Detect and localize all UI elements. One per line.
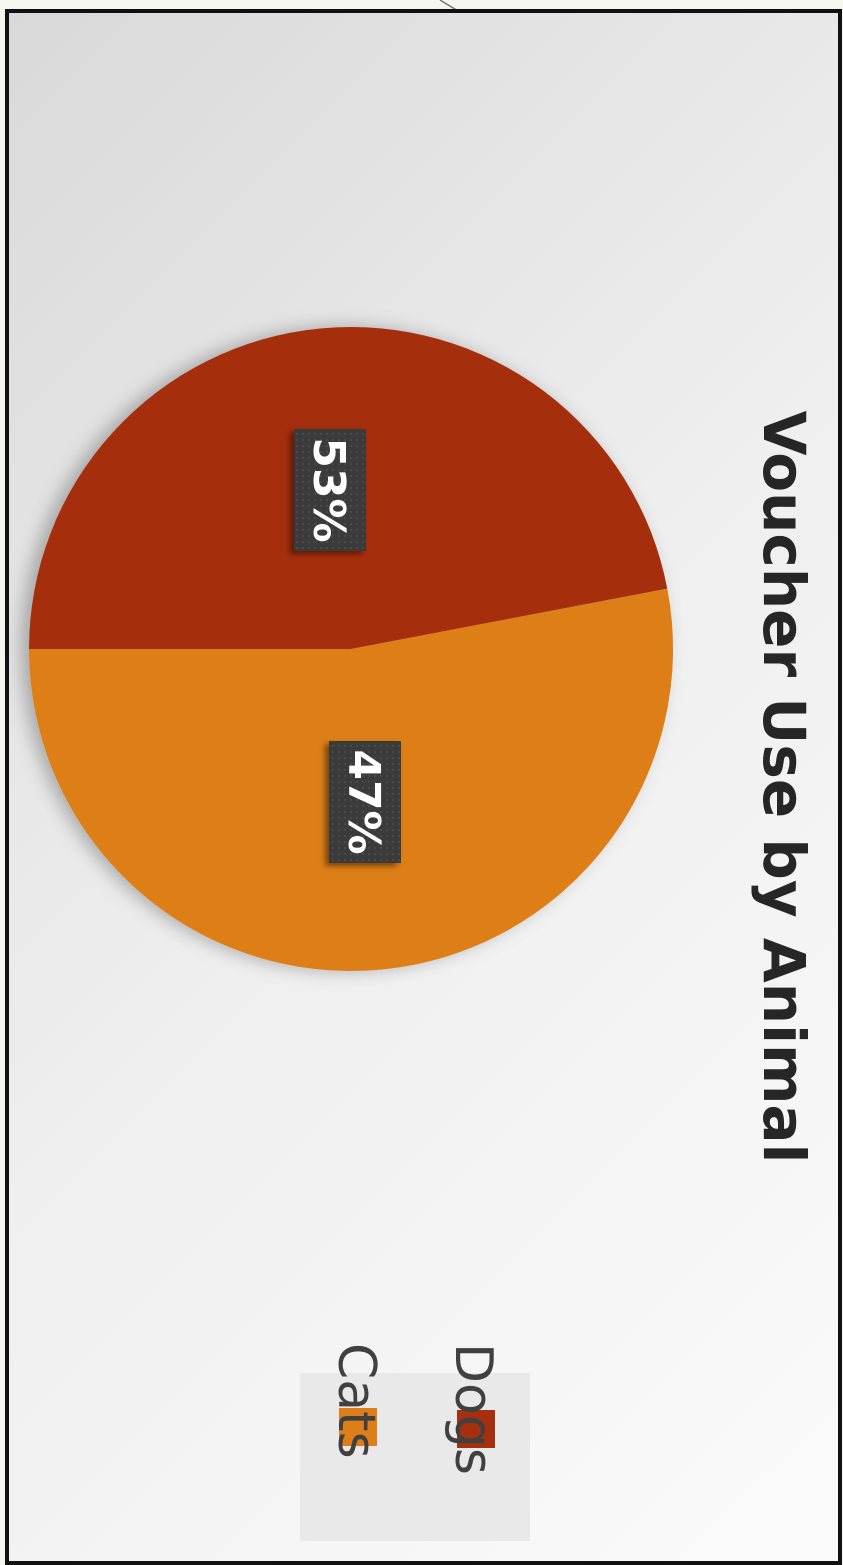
legend-label-cats: Cats bbox=[326, 1343, 386, 1459]
legend-swatch-cats bbox=[339, 1408, 377, 1446]
legend-label-dogs: Dogs bbox=[443, 1343, 503, 1475]
data-label-cats: 53% bbox=[303, 437, 354, 542]
data-label-dogs: 47% bbox=[338, 749, 389, 854]
legend-swatch-dogs bbox=[457, 1410, 495, 1448]
data-label-bg-cats bbox=[294, 429, 366, 551]
chart-title: Voucher Use by Animal bbox=[750, 411, 818, 1164]
data-label-bg-dogs bbox=[329, 741, 401, 863]
